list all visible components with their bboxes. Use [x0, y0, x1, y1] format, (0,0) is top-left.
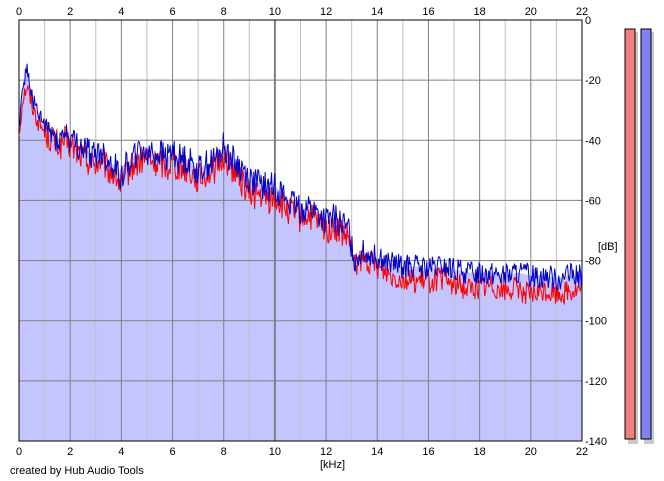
series-lines: [18, 63, 583, 306]
x-tick-top: 12: [320, 6, 332, 18]
x-tick-top: 8: [221, 6, 227, 18]
x-tick-bottom: 8: [221, 446, 227, 458]
x-tick-bottom: 20: [525, 446, 537, 458]
meter-left: [624, 28, 636, 440]
plot-border: [18, 19, 583, 442]
y-tick-label: 0: [585, 15, 591, 27]
x-tick-bottom: 14: [371, 446, 383, 458]
x-axis-label: [kHz]: [320, 459, 345, 471]
x-tick-bottom: 12: [320, 446, 332, 458]
x-tick-top: 20: [525, 6, 537, 18]
y-tick-label: -20: [585, 75, 601, 87]
credit-text: created by Hub Audio Tools: [10, 465, 144, 477]
x-tick-top: 14: [371, 6, 383, 18]
y-tick-label: -120: [585, 376, 607, 388]
meter-right: [640, 28, 652, 440]
x-tick-bottom: 0: [16, 446, 22, 458]
x-tick-bottom: 2: [67, 446, 73, 458]
x-tick-top: 10: [269, 6, 281, 18]
x-tick-bottom: 4: [118, 446, 124, 458]
y-axis-label: [dB]: [598, 241, 618, 253]
y-tick-label: -80: [585, 256, 601, 268]
y-tick-label: -140: [585, 436, 607, 448]
x-tick-bottom: 18: [474, 446, 486, 458]
y-tick-labels: 0 -20 -40 -60 -80 -100 -120 -140: [585, 15, 607, 448]
grid: [18, 19, 583, 442]
x-tick-top: 6: [169, 6, 175, 18]
x-tick-top: 22: [576, 6, 588, 18]
x-tick-top: 16: [422, 6, 434, 18]
x-tick-top: 4: [118, 6, 124, 18]
y-tick-label: -40: [585, 135, 601, 147]
y-tick-label: -100: [585, 316, 607, 328]
x-tick-top: 18: [474, 6, 486, 18]
level-meters: [624, 28, 654, 444]
x-tick-bottom: 16: [422, 446, 434, 458]
series-line-blue: [18, 63, 583, 291]
x-tick-top: 2: [67, 6, 73, 18]
x-tick-bottom: 10: [269, 446, 281, 458]
x-tick-bottom: 6: [169, 446, 175, 458]
x-tick-top: 0: [16, 6, 22, 18]
y-tick-label: -60: [585, 195, 601, 207]
x-tick-bottom: 22: [576, 446, 588, 458]
